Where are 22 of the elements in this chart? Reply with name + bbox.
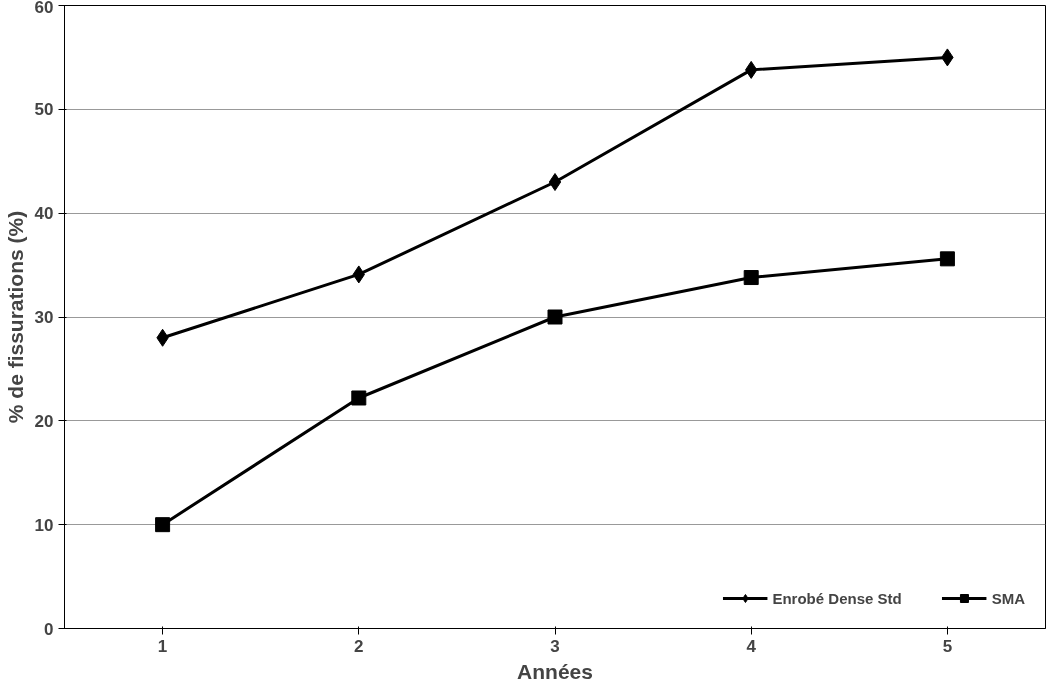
y-tick-label: 30: [34, 308, 54, 327]
y-tick-label: 60: [34, 0, 54, 17]
legend-label: SMA: [991, 589, 1025, 607]
y-tick-label: 50: [34, 100, 54, 120]
y-tick-label: 10: [34, 515, 54, 535]
x-tick-label: 1: [157, 636, 168, 656]
point: [547, 309, 563, 325]
x-tick-label: 2: [354, 636, 364, 656]
y-tick-label: 40: [34, 204, 54, 224]
y-tick-label: 20: [34, 411, 54, 431]
y-tick-label: 0: [44, 619, 54, 639]
x-tick-label: 5: [942, 636, 953, 656]
x-axis-title: Années: [517, 659, 593, 683]
y-axis-title: % de fissurations (%): [3, 210, 27, 424]
point: [548, 173, 562, 192]
point: [939, 251, 955, 267]
point: [351, 390, 367, 406]
x-tick-label: 3: [550, 636, 560, 656]
point: [155, 517, 171, 533]
legend-label: Enrobé Dense Std: [772, 589, 902, 607]
point: [743, 270, 759, 286]
x-tick-label: 4: [746, 636, 757, 656]
